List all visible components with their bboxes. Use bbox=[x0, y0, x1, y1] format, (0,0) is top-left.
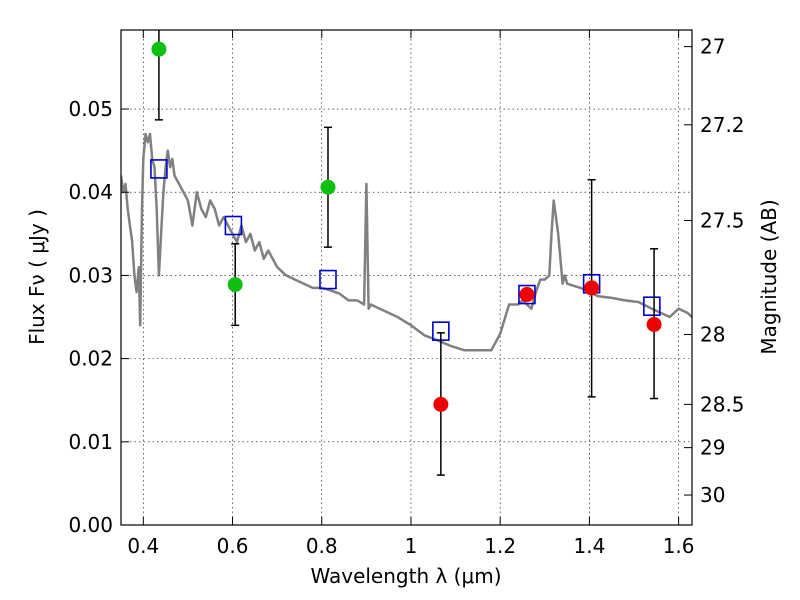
model-flux-box bbox=[224, 215, 243, 236]
y2-tick-label: 27.2 bbox=[700, 113, 745, 137]
green-data-point bbox=[320, 179, 336, 195]
red-data-point bbox=[433, 396, 449, 412]
data-layer bbox=[121, 132, 692, 352]
y-tick-label: 0.00 bbox=[68, 513, 113, 537]
red-data-point bbox=[519, 287, 535, 303]
green-data-point bbox=[151, 41, 167, 57]
x-axis-label: Wavelength λ (μm) bbox=[310, 564, 501, 588]
x-tick-label: 0.8 bbox=[306, 534, 338, 558]
model-flux-box bbox=[518, 284, 536, 305]
x-tick-label: 1.4 bbox=[573, 534, 605, 558]
y2-tick-label: 27.5 bbox=[700, 209, 745, 233]
grid-lines bbox=[121, 30, 692, 526]
y2-axis-label: Magnitude (AB) bbox=[757, 199, 781, 354]
tick-labels: 0.4 0.6 0.8 1 1.2 1.4 1.6 0.00 0.01 0.02 0.03 0.04 0… bbox=[68, 35, 744, 558]
x-tick-label: 1.2 bbox=[484, 534, 516, 558]
y-tick-label: 0.02 bbox=[68, 347, 113, 371]
red-data-point bbox=[584, 280, 600, 296]
red-data-point bbox=[646, 317, 662, 333]
green-data-point bbox=[227, 277, 243, 293]
y2-tick-label: 28.5 bbox=[700, 392, 745, 416]
plot-frame bbox=[120, 29, 693, 526]
x-tick-label: 1.6 bbox=[663, 534, 695, 558]
y2-tick-label: 29 bbox=[700, 436, 725, 460]
points-layer bbox=[150, 30, 662, 476]
y2-tick-label: 30 bbox=[700, 483, 725, 507]
y-axis-label: Flux Fν ( μJy ) bbox=[25, 209, 49, 345]
x-tick-label: 0.6 bbox=[217, 534, 249, 558]
y2-tick-label: 27 bbox=[700, 35, 725, 59]
x-tick-label: 0.4 bbox=[127, 534, 159, 558]
model-flux-box bbox=[150, 159, 168, 179]
model-flux-box bbox=[319, 269, 337, 290]
y-tick-label: 0.04 bbox=[68, 180, 113, 204]
y-tick-label: 0.05 bbox=[68, 97, 113, 121]
plot-background bbox=[121, 30, 692, 525]
tick-marks bbox=[121, 30, 692, 526]
model-flux-box bbox=[643, 296, 661, 317]
template-spectrum-line bbox=[121, 132, 692, 352]
y-tick-label: 0.03 bbox=[68, 263, 113, 287]
y2-tick-label: 28 bbox=[700, 322, 725, 346]
y-tick-label: 0.01 bbox=[68, 430, 113, 454]
x-tick-label: 1 bbox=[405, 534, 418, 558]
